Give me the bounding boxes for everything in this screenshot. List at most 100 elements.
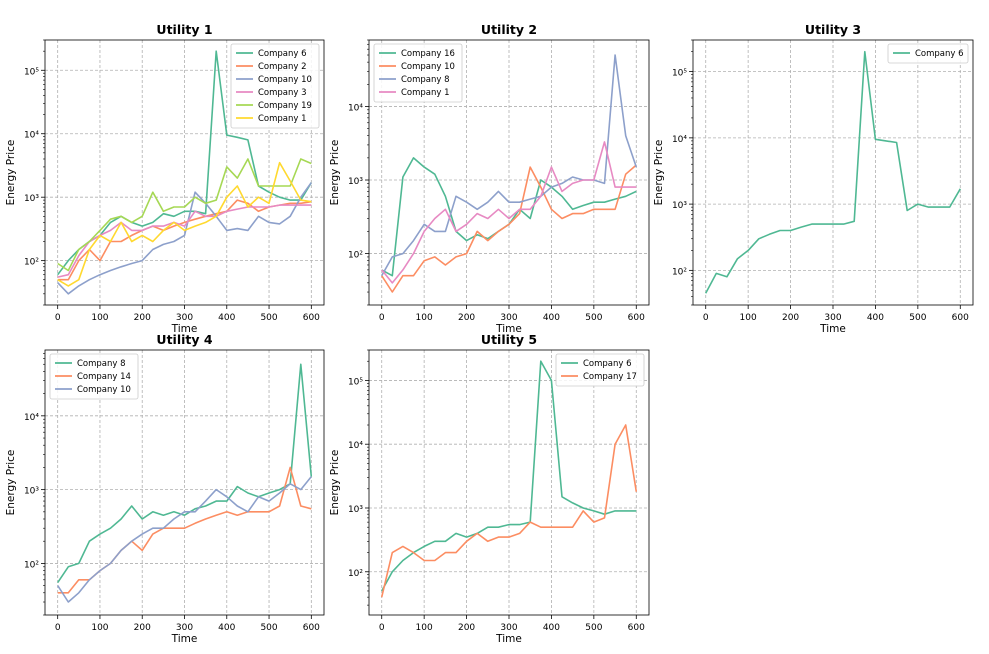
x-tick-label: 500 — [909, 313, 926, 323]
y-tick-label: 10⁴ — [672, 135, 687, 145]
x-tick-label: 100 — [416, 623, 433, 633]
subplot-title: Utility 5 — [481, 332, 537, 347]
legend: Company 16 Company 10 Company 8 Company 1 — [373, 43, 463, 103]
y-tick-label: 10³ — [348, 177, 363, 187]
x-axis-label: Time — [171, 323, 198, 335]
x-tick-label: 200 — [458, 623, 475, 633]
x-axis-label: Time — [495, 633, 522, 645]
legend-entry: Company 6 — [915, 49, 964, 59]
legend-entry: Company 2 — [258, 62, 307, 72]
x-tick-label: 100 — [416, 313, 433, 323]
x-tick-label: 400 — [867, 313, 884, 323]
x-tick-label: 0 — [379, 313, 385, 323]
y-axis-label: Energy Price — [653, 140, 665, 206]
x-tick-label: 300 — [500, 313, 517, 323]
series-line-company-6 — [380, 360, 637, 592]
x-tick-label: 200 — [782, 313, 799, 323]
series-line-company-10 — [57, 182, 312, 295]
legend-entry: Company 1 — [258, 114, 307, 124]
x-tick-label: 400 — [543, 313, 560, 323]
series-line-company-10 — [381, 164, 637, 293]
x-tick-label: 600 — [303, 623, 320, 633]
subplot-title: Utility 1 — [156, 22, 212, 37]
legend-box — [887, 43, 969, 64]
x-tick-label: 200 — [134, 313, 151, 323]
x-tick-label: 500 — [585, 313, 602, 323]
x-axis-label: Time — [171, 633, 198, 645]
legend-entry: Company 6 — [583, 359, 632, 369]
series-line-company-1 — [57, 161, 312, 287]
x-tick-label: 400 — [218, 623, 235, 633]
subplot-title: Utility 2 — [481, 22, 537, 37]
y-tick-label: 10⁴ — [24, 131, 39, 141]
series-line-company-6 — [704, 50, 961, 294]
x-tick-label: 200 — [134, 623, 151, 633]
y-tick-label: 10² — [24, 258, 39, 268]
y-axis-label: Energy Price — [5, 140, 17, 206]
x-tick-label: 200 — [458, 313, 475, 323]
x-tick-label: 600 — [628, 623, 645, 633]
y-tick-label: 10² — [348, 251, 363, 261]
y-tick-label: 10⁵ — [672, 69, 687, 79]
legend-entry: Company 6 — [258, 49, 307, 59]
x-tick-label: 300 — [176, 313, 193, 323]
legend-box — [230, 43, 320, 129]
y-axis-label: Energy Price — [329, 140, 341, 206]
x-tick-label: 300 — [824, 313, 841, 323]
subplot-title: Utility 3 — [805, 22, 861, 37]
x-tick-label: 500 — [260, 623, 277, 633]
subplot-5: 0 100 200 300 400 500 600 10² 10³ 10⁴ 10⁵ Utility 5… — [329, 332, 650, 645]
legend: Company 6 — [887, 43, 969, 64]
x-tick-label: 100 — [740, 313, 757, 323]
subplot-2: 0 100 200 300 400 500 600 10² 10³ 10⁴ Utility 2 Tim… — [329, 22, 650, 335]
legend-entry: Company 17 — [583, 372, 637, 382]
y-tick-label: 10⁴ — [348, 103, 363, 113]
x-tick-label: 300 — [176, 623, 193, 633]
x-tick-label: 0 — [55, 313, 61, 323]
legend-entry: Company 8 — [401, 75, 450, 85]
legend-entry: Company 19 — [258, 101, 312, 111]
subplot-4: 0 100 200 300 400 500 600 10² 10³ 10⁴ Utility 4 Tim… — [5, 332, 325, 645]
y-tick-label: 10³ — [24, 194, 39, 204]
subplot-title: Utility 4 — [156, 332, 212, 347]
y-tick-label: 10⁴ — [24, 413, 39, 423]
x-tick-label: 600 — [628, 313, 645, 323]
x-axis-label: Time — [819, 323, 846, 335]
series-line-company-19 — [57, 158, 312, 272]
legend-entry: Company 10 — [401, 62, 455, 72]
y-tick-label: 10² — [672, 267, 687, 277]
x-tick-label: 600 — [952, 313, 969, 323]
x-tick-label: 400 — [543, 623, 560, 633]
legend: Company 8 Company 14 Company 10 — [49, 353, 139, 400]
y-tick-label: 10⁴ — [348, 441, 363, 451]
axes-frame — [368, 349, 650, 616]
legend: Company 6 Company 17 — [555, 353, 645, 387]
series-line-company-8 — [57, 363, 313, 584]
x-tick-label: 500 — [585, 623, 602, 633]
legend-entry: Company 10 — [77, 385, 131, 395]
axes-frame — [692, 39, 974, 306]
legend-entry: Company 8 — [77, 359, 126, 369]
legend-entry: Company 1 — [401, 88, 450, 98]
y-tick-label: 10² — [24, 560, 39, 570]
legend-box — [555, 353, 645, 387]
x-tick-label: 0 — [703, 313, 709, 323]
axes-frame — [368, 39, 650, 306]
y-tick-label: 10³ — [24, 487, 39, 497]
y-tick-label: 10³ — [672, 201, 687, 211]
x-tick-label: 600 — [303, 313, 320, 323]
x-axis-label: Time — [495, 323, 522, 335]
legend-entry: Company 3 — [258, 88, 307, 98]
x-tick-label: 0 — [55, 623, 61, 633]
x-tick-label: 500 — [260, 313, 277, 323]
legend-entry: Company 10 — [258, 75, 312, 85]
legend-box — [373, 43, 463, 103]
x-tick-label: 300 — [500, 623, 517, 633]
y-tick-label: 10⁵ — [348, 377, 363, 387]
y-axis-label: Energy Price — [5, 450, 17, 516]
legend-entry: Company 14 — [77, 372, 131, 382]
y-axis-label: Energy Price — [329, 450, 341, 516]
series-line-company-10 — [57, 476, 312, 603]
series-line-company-17 — [380, 424, 638, 598]
